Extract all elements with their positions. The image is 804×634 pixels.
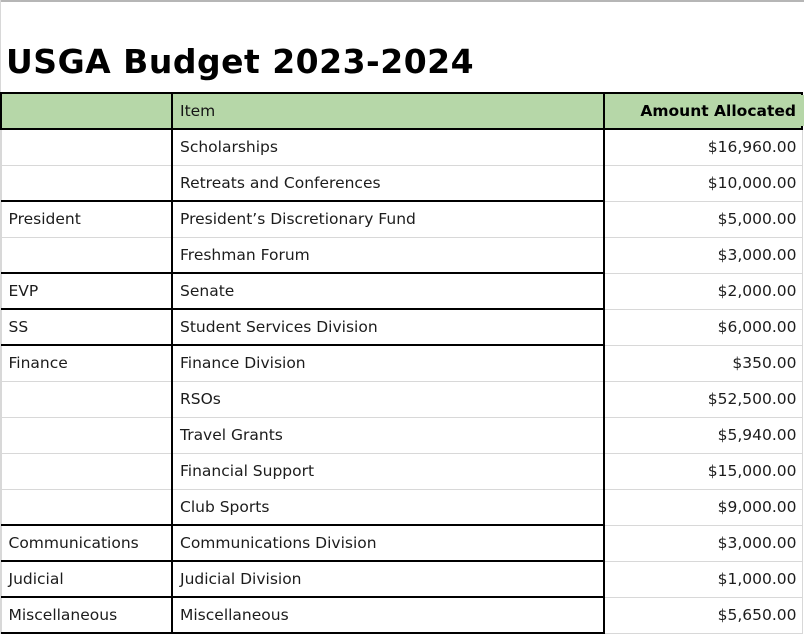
table-row: Club Sports $9,000.00	[0, 488, 803, 525]
table-row: Financial Support $15,000.00	[0, 452, 803, 489]
table-row: Judicial Judicial Division $1,000.00	[0, 560, 803, 597]
item-cell: Club Sports	[172, 488, 605, 525]
item-cell: President’s Discretionary Fund	[172, 200, 605, 237]
category-cell: Judicial	[0, 560, 173, 597]
item-cell: Freshman Forum	[172, 236, 605, 273]
amount-cell: $5,650.00	[604, 596, 803, 633]
table-row: Finance Finance Division $350.00	[0, 344, 803, 381]
item-cell: Miscellaneous	[172, 596, 605, 633]
amount-cell: $6,000.00	[604, 308, 803, 345]
item-cell: RSOs	[172, 380, 605, 417]
amount-cell: $2,000.00	[604, 272, 803, 309]
item-cell: Travel Grants	[172, 416, 605, 453]
table-row: President President’s Discretionary Fund…	[0, 200, 803, 237]
table-row: Travel Grants $5,940.00	[0, 416, 803, 453]
header-item-cell: Item	[172, 92, 605, 130]
item-cell: Retreats and Conferences	[172, 164, 605, 201]
amount-cell: $3,000.00	[604, 524, 803, 561]
item-cell: Communications Division	[172, 524, 605, 561]
category-cell	[0, 164, 173, 201]
amount-cell: $10,000.00	[604, 164, 803, 201]
header-category-cell	[0, 92, 173, 130]
header-amount-cell: Amount Allocated	[604, 92, 803, 130]
item-cell: Finance Division	[172, 344, 605, 381]
header-overflow-sliver	[801, 95, 804, 126]
amount-cell: $16,960.00	[604, 128, 803, 165]
table-row: Miscellaneous Miscellaneous $5,650.00	[0, 596, 803, 633]
category-cell	[0, 380, 173, 417]
category-cell: Finance	[0, 344, 173, 381]
table-body: Scholarships $16,960.00 Retreats and Con…	[0, 128, 803, 634]
category-cell: EVP	[0, 272, 173, 309]
amount-cell: $9,000.00	[604, 488, 803, 525]
category-cell	[0, 416, 173, 453]
amount-cell: $5,000.00	[604, 200, 803, 237]
table-row: RSOs $52,500.00	[0, 380, 803, 417]
category-cell	[0, 128, 173, 165]
category-cell: Communications	[0, 524, 173, 561]
table-row: Retreats and Conferences $10,000.00	[0, 164, 803, 201]
table-row: SS Student Services Division $6,000.00	[0, 308, 803, 345]
amount-cell: $5,940.00	[604, 416, 803, 453]
item-cell: Senate	[172, 272, 605, 309]
item-cell: Financial Support	[172, 452, 605, 489]
amount-cell: $350.00	[604, 344, 803, 381]
amount-cell: $1,000.00	[604, 560, 803, 597]
category-cell	[0, 236, 173, 273]
item-cell: Judicial Division	[172, 560, 605, 597]
category-cell	[0, 488, 173, 525]
budget-table: Item Amount Allocated Scholarships $16,9…	[0, 92, 803, 634]
table-row: Communications Communications Division $…	[0, 524, 803, 561]
table-header-row: Item Amount Allocated	[0, 92, 803, 130]
amount-cell: $3,000.00	[604, 236, 803, 273]
category-cell: SS	[0, 308, 173, 345]
page-title: USGA Budget 2023-2024	[6, 42, 475, 81]
amount-cell: $52,500.00	[604, 380, 803, 417]
top-gridline	[0, 0, 804, 2]
table-row: EVP Senate $2,000.00	[0, 272, 803, 309]
table-row: Scholarships $16,960.00	[0, 128, 803, 165]
item-cell: Student Services Division	[172, 308, 605, 345]
item-cell: Scholarships	[172, 128, 605, 165]
amount-cell: $15,000.00	[604, 452, 803, 489]
category-cell	[0, 452, 173, 489]
table-row: Freshman Forum $3,000.00	[0, 236, 803, 273]
category-cell: President	[0, 200, 173, 237]
category-cell: Miscellaneous	[0, 596, 173, 633]
